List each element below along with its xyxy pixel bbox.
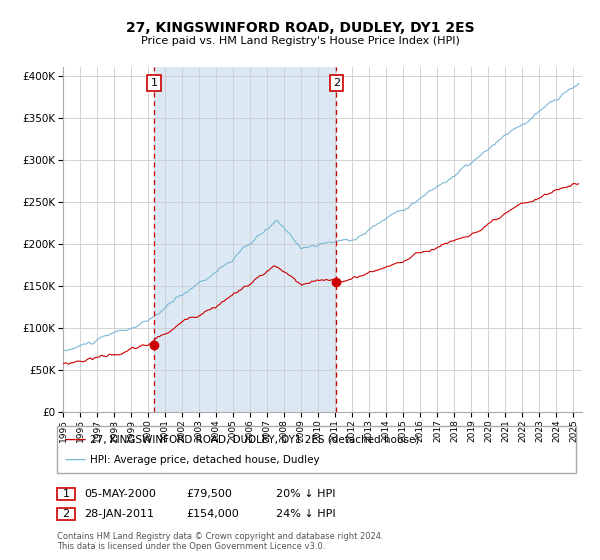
Text: 2: 2 — [62, 509, 70, 519]
Text: ——: —— — [64, 435, 86, 445]
Text: £79,500: £79,500 — [186, 489, 232, 499]
Text: This data is licensed under the Open Government Licence v3.0.: This data is licensed under the Open Gov… — [57, 542, 325, 551]
Text: Contains HM Land Registry data © Crown copyright and database right 2024.: Contains HM Land Registry data © Crown c… — [57, 532, 383, 541]
Text: 20% ↓ HPI: 20% ↓ HPI — [276, 489, 335, 499]
Text: 1: 1 — [62, 489, 70, 499]
Text: 24% ↓ HPI: 24% ↓ HPI — [276, 509, 335, 519]
Text: Price paid vs. HM Land Registry's House Price Index (HPI): Price paid vs. HM Land Registry's House … — [140, 36, 460, 46]
Text: £154,000: £154,000 — [186, 509, 239, 519]
Text: 1: 1 — [151, 78, 158, 88]
Bar — [154, 67, 337, 412]
Text: 27, KINGSWINFORD ROAD, DUDLEY, DY1 2ES (detached house): 27, KINGSWINFORD ROAD, DUDLEY, DY1 2ES (… — [90, 435, 419, 445]
Text: 2: 2 — [333, 78, 340, 88]
Text: 27, KINGSWINFORD ROAD, DUDLEY, DY1 2ES: 27, KINGSWINFORD ROAD, DUDLEY, DY1 2ES — [125, 21, 475, 35]
Text: ——: —— — [64, 455, 86, 465]
Text: 28-JAN-2011: 28-JAN-2011 — [84, 509, 154, 519]
Text: 05-MAY-2000: 05-MAY-2000 — [84, 489, 156, 499]
Text: HPI: Average price, detached house, Dudley: HPI: Average price, detached house, Dudl… — [90, 455, 320, 465]
